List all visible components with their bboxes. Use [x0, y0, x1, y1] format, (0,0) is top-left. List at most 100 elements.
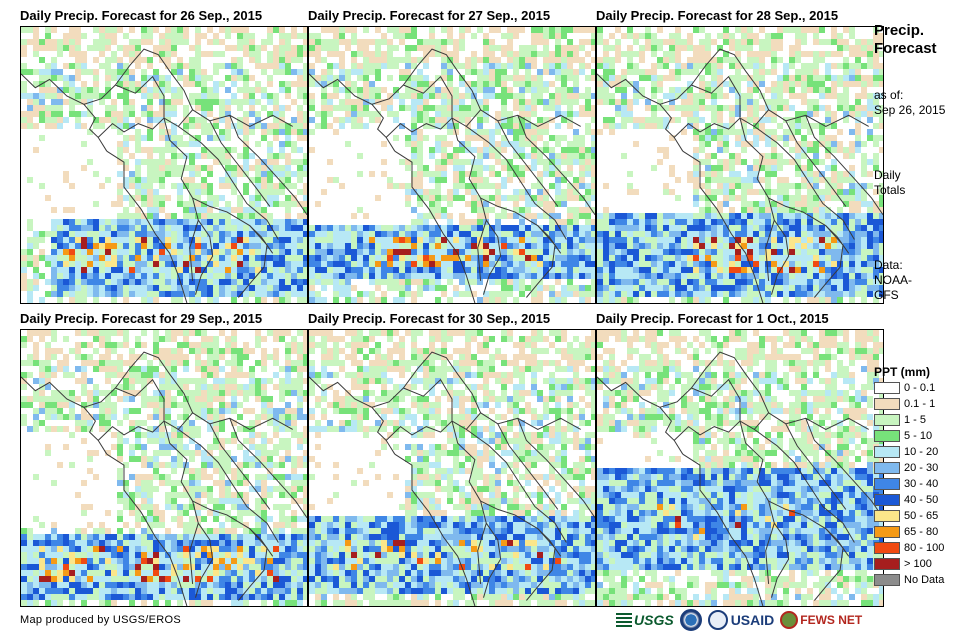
usgs-logo: USGS [616, 612, 674, 628]
forecast-panel: Daily Precip. Forecast for 1 Oct., 2015 [596, 309, 886, 607]
border-line [771, 219, 790, 295]
forecast-panel: Daily Precip. Forecast for 27 Sep., 2015 [308, 6, 598, 304]
precip-grid [21, 330, 307, 606]
totals-block: Daily Totals [874, 168, 905, 198]
border-line [249, 225, 274, 254]
panel-title: Daily Precip. Forecast for 26 Sep., 2015 [20, 8, 263, 23]
side-title-line2: Forecast [874, 40, 937, 57]
map-svg [309, 27, 595, 303]
map-svg [309, 330, 595, 606]
legend-label: 30 - 40 [904, 478, 939, 490]
panel-title: Daily Precip. Forecast for 28 Sep., 2015 [596, 8, 839, 23]
legend-label: 5 - 10 [904, 430, 933, 442]
legend-label: 65 - 80 [904, 526, 939, 538]
panel-title: Daily Precip. Forecast for 30 Sep., 2015 [308, 311, 551, 326]
border-line [825, 225, 850, 254]
precip-map [20, 26, 308, 304]
country-borders [309, 48, 595, 303]
border-line [466, 428, 567, 543]
border-line [483, 522, 502, 598]
precip-map [308, 26, 596, 304]
legend-swatch [874, 446, 900, 458]
border-line [480, 500, 556, 601]
border-line [163, 412, 293, 431]
map-svg [21, 27, 307, 303]
panel-title: Daily Precip. Forecast for 1 Oct., 2015 [596, 311, 829, 326]
border-line [192, 500, 268, 601]
border-line [451, 109, 581, 128]
legend-item: > 100 [874, 556, 964, 572]
border-line [659, 378, 741, 441]
data-line3: GFS [874, 288, 899, 302]
precip-grid [309, 330, 595, 606]
border-line [371, 75, 453, 138]
forecast-panel: Daily Precip. Forecast for 26 Sep., 2015 [20, 6, 310, 304]
legend-swatch [874, 494, 900, 506]
legend-swatch [874, 462, 900, 474]
border-line [451, 117, 487, 281]
legend-label: 10 - 20 [904, 446, 939, 458]
border-line [195, 522, 214, 598]
data-line2: NOAA- [874, 273, 913, 287]
border-line [739, 420, 775, 584]
border-line [163, 117, 199, 281]
legend-swatch [874, 430, 900, 442]
border-line [517, 418, 595, 518]
side-title-line1: Precip. [874, 22, 925, 39]
border-line [309, 376, 396, 455]
border-line [371, 378, 453, 441]
usgs-waves-icon [616, 613, 632, 627]
border-line [739, 109, 869, 128]
legend-swatch [874, 398, 900, 410]
border-line [402, 48, 482, 111]
border-line [249, 528, 274, 557]
usaid-seal-icon [707, 610, 728, 630]
asof-label: as of: [874, 88, 904, 102]
border-line [106, 150, 188, 303]
legend-swatch [874, 574, 900, 586]
country-borders [21, 48, 307, 303]
map-svg [597, 330, 883, 606]
legend-label: 20 - 30 [904, 462, 939, 474]
border-line [497, 120, 559, 207]
legend-label: 0.1 - 1 [904, 398, 936, 410]
forecast-panel: Daily Precip. Forecast for 29 Sep., 2015 [20, 309, 310, 607]
legend-label: 50 - 65 [904, 510, 939, 522]
border-line [497, 423, 559, 510]
border-line [309, 73, 396, 152]
legend-label: > 100 [904, 558, 932, 570]
border-line [739, 412, 869, 431]
totals-line1: Daily [874, 168, 901, 182]
border-line [805, 418, 883, 518]
precip-grid [309, 27, 595, 303]
legend-item: 20 - 30 [874, 460, 964, 476]
border-line [771, 522, 790, 598]
border-line [483, 219, 502, 295]
legend-label: 40 - 50 [904, 494, 939, 506]
country-borders [597, 351, 883, 606]
border-line [768, 500, 844, 601]
data-line1: Data: [874, 258, 903, 272]
panel-title: Daily Precip. Forecast for 29 Sep., 2015 [20, 311, 263, 326]
precip-grid [597, 27, 883, 303]
border-line [739, 117, 775, 281]
noaa-seal-icon [679, 609, 702, 631]
precip-grid [21, 27, 307, 303]
border-line [754, 125, 855, 240]
legend-item: 0.1 - 1 [874, 396, 964, 412]
border-line [209, 120, 271, 207]
legend-item: 1 - 5 [874, 412, 964, 428]
asof-date: Sep 26, 2015 [874, 103, 946, 117]
legend-item: 50 - 65 [874, 508, 964, 524]
border-line [682, 453, 764, 606]
legend-title: PPT (mm) [874, 365, 931, 379]
legend-swatch [874, 478, 900, 490]
forecast-panel: Daily Precip. Forecast for 30 Sep., 2015 [308, 309, 598, 607]
border-line [402, 351, 482, 414]
legend-swatch [874, 558, 900, 570]
border-line [517, 115, 595, 215]
border-line [195, 219, 214, 295]
legend-item: 0 - 0.1 [874, 380, 964, 396]
border-line [682, 150, 764, 303]
legend-label: 80 - 100 [904, 542, 945, 554]
